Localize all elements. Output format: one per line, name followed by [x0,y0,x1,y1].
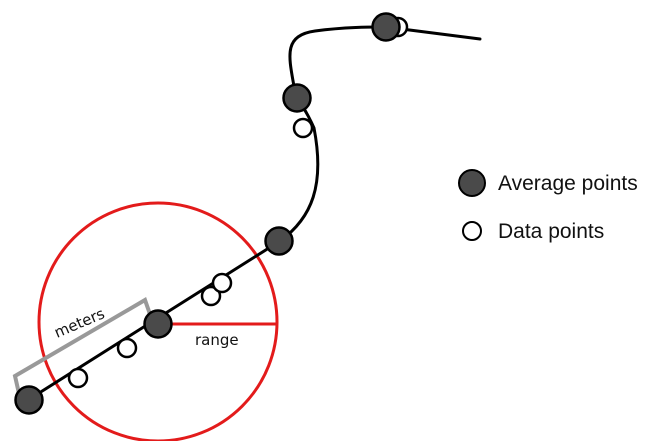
legend: Average points Data points [455,162,650,252]
range-label: range [195,331,239,349]
data-point [67,367,89,389]
legend-label-average: Average points [498,171,638,195]
average-point [14,385,44,415]
average-point-marker-icon [458,169,486,197]
data-point [292,117,314,139]
average-point [264,226,294,256]
average-point [371,12,401,42]
data-point-marker-icon [462,221,482,241]
track-path [26,25,482,402]
legend-item-data: Data points [455,210,650,252]
average-point [282,83,312,113]
legend-item-average: Average points [455,162,650,204]
average-point [143,309,173,339]
data-point [116,337,138,359]
data-point [211,272,233,294]
meters-bracket [12,297,154,399]
data-point [200,285,222,307]
legend-label-data: Data points [498,219,605,243]
range-circle [37,201,279,441]
